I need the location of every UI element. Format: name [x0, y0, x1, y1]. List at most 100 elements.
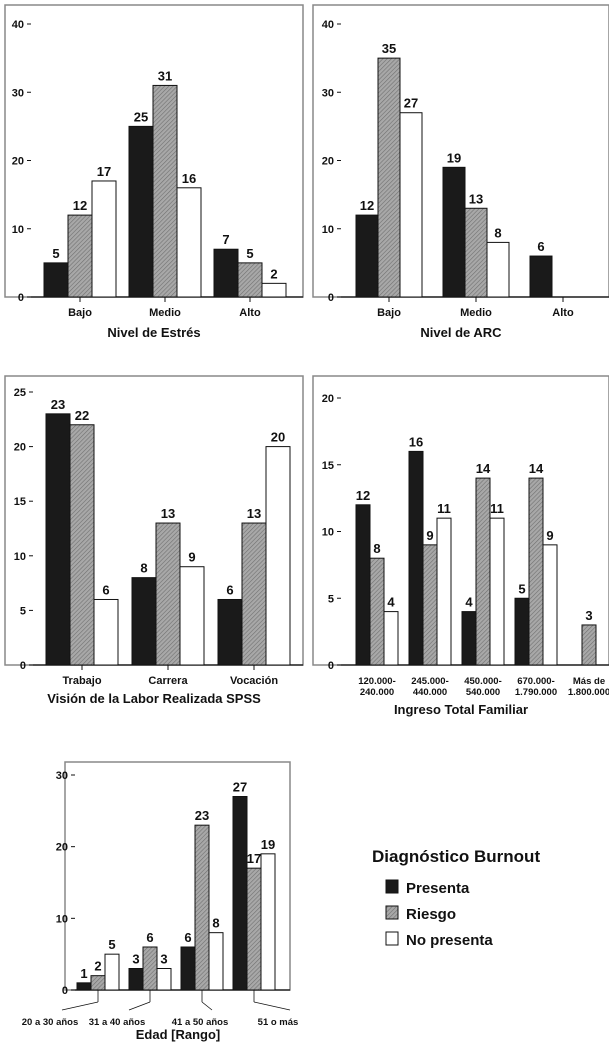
legend-label-presenta: Presenta	[406, 880, 470, 897]
bar-presenta-bajo	[355, 214, 379, 298]
legend-swatch-no-presenta	[385, 931, 399, 946]
value-label: 13	[247, 506, 261, 521]
bar-presenta-trabajo	[45, 413, 71, 666]
value-label: 6	[146, 930, 153, 945]
x-tick-label: Alto	[239, 307, 261, 319]
leader-line	[128, 1001, 151, 1011]
value-label: 12	[356, 488, 370, 503]
legend-swatch-riesgo	[385, 905, 399, 920]
y-tick-label: 25	[14, 387, 26, 399]
x-tick-label: 51 o más	[258, 1017, 299, 1028]
y-tick-label: 15	[322, 460, 334, 472]
bar-no-presenta-medio	[486, 241, 510, 298]
value-label: 2	[94, 959, 101, 974]
bar-riesgo-51-o-mas	[246, 867, 262, 991]
x-tick-label: Medio	[149, 307, 181, 319]
bar-riesgo-41-a-50-anos	[194, 824, 210, 991]
bar-presenta-670-000-1-790-000	[514, 597, 530, 666]
x-axis-title: Nivel de Estrés	[107, 325, 200, 340]
y-tick-label: 30	[322, 87, 334, 99]
bar-no-presenta-450-000-540-000	[489, 517, 505, 666]
x-axis-title: Edad [Rango]	[136, 1027, 221, 1042]
value-label: 27	[404, 96, 418, 111]
value-label: 23	[51, 397, 65, 412]
bar-riesgo-670-000-1-790-000	[528, 477, 544, 666]
value-label: 20	[271, 430, 285, 445]
bar-no-presenta-245-000-440-000	[436, 517, 452, 666]
value-label: 12	[360, 198, 374, 213]
x-tick-label: 245.000-	[411, 676, 449, 687]
value-label: 6	[226, 582, 233, 597]
y-tick-label: 0	[328, 292, 334, 304]
chart-nivel-estres: 0 10 20 30 40 5 12 17 Bajo 25 31 16 Medio 7 5 2 Alto Nive…	[4, 4, 304, 340]
value-label: 9	[546, 528, 553, 543]
bar-riesgo-31-a-40-anos	[142, 946, 158, 991]
bar-riesgo-carrera	[155, 522, 181, 666]
x-tick-label: 440.000	[413, 687, 447, 698]
y-tick-label: 0	[328, 660, 334, 672]
bar-riesgo-20-a-30-anos	[90, 975, 106, 991]
bar-riesgo-medio	[464, 207, 488, 298]
legend-label-riesgo: Riesgo	[406, 906, 456, 923]
y-tick-label: 30	[12, 87, 24, 99]
bar-presenta-carrera	[131, 577, 157, 666]
value-label: 2	[270, 266, 277, 281]
leader-line	[201, 1001, 213, 1011]
value-label: 22	[75, 408, 89, 423]
legend-label-no-presenta: No presenta	[406, 932, 493, 949]
value-label: 9	[426, 528, 433, 543]
bar-riesgo-vocacion	[241, 522, 267, 666]
bar-riesgo-medio	[152, 84, 178, 298]
y-tick-label: 0	[20, 660, 26, 672]
value-label: 14	[529, 461, 544, 476]
x-tick-label: Más de	[573, 676, 605, 687]
chart-ingreso-familiar: 0 5 10 15 20 12 8 4 120.000-240.000 16 9 11 245.000-…	[312, 375, 609, 717]
value-label: 13	[161, 506, 175, 521]
bar-presenta-120-000-240-000	[355, 504, 371, 666]
x-tick-label: Medio	[460, 307, 492, 319]
bar-no-presenta-medio	[176, 187, 202, 298]
bar-presenta-450-000-540-000	[461, 611, 477, 666]
y-tick-label: 10	[14, 551, 26, 563]
bar-no-presenta-bajo	[91, 180, 117, 298]
bar-no-presenta-20-a-30-anos	[104, 953, 120, 991]
y-tick-label: 40	[322, 19, 334, 31]
value-label: 5	[246, 246, 253, 261]
bar-no-presenta-31-a-40-anos	[156, 968, 172, 991]
value-label: 3	[585, 608, 592, 623]
value-label: 6	[184, 930, 191, 945]
value-label: 19	[261, 837, 275, 852]
x-tick-label: Bajo	[377, 307, 401, 319]
value-label: 8	[140, 561, 147, 576]
value-label: 9	[188, 550, 195, 565]
bar-no-presenta-bajo	[399, 112, 423, 298]
value-label: 8	[494, 225, 501, 240]
bar-presenta-41-a-50-anos	[180, 946, 196, 991]
bar-riesgo-mas-de-1-800-000	[581, 624, 597, 666]
y-tick-label: 5	[328, 593, 334, 605]
value-label: 17	[97, 164, 111, 179]
y-tick-label: 5	[20, 605, 26, 617]
x-axis-title: Visión de la Labor Realizada SPSS	[47, 691, 261, 706]
bar-riesgo-bajo	[377, 57, 401, 298]
value-label: 11	[437, 501, 451, 516]
value-label: 23	[195, 808, 209, 823]
value-label: 14	[476, 461, 491, 476]
x-tick-label: 41 a 50 años	[172, 1017, 229, 1028]
bar-presenta-alto	[529, 255, 553, 298]
x-tick-label: Trabajo	[62, 675, 101, 687]
y-tick-label: 40	[12, 19, 24, 31]
value-label: 8	[212, 916, 219, 931]
y-tick-label: 10	[56, 913, 68, 925]
x-tick-label: 1.790.000	[515, 687, 557, 698]
y-tick-label: 30	[56, 770, 68, 782]
y-tick-label: 10	[322, 527, 334, 539]
x-tick-label: 120.000-	[358, 676, 396, 687]
bar-presenta-alto	[213, 248, 239, 298]
value-label: 7	[222, 232, 229, 247]
bar-presenta-51-o-mas	[232, 796, 248, 991]
leader-line	[253, 1001, 291, 1011]
bar-presenta-245-000-440-000	[408, 450, 424, 666]
